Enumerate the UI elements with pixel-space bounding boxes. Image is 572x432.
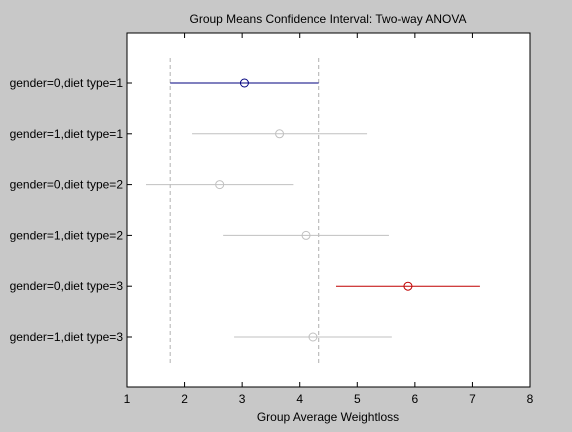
category-label-1: gender=0,diet type=1 xyxy=(10,76,124,90)
x-tick-label-4: 4 xyxy=(296,392,303,406)
x-axis-label: Group Average Weightloss xyxy=(257,410,399,424)
category-label-5: gender=0,diet type=3 xyxy=(10,279,124,293)
mean-marker-3 xyxy=(215,180,225,190)
x-tick-label-2: 2 xyxy=(181,392,188,406)
category-label-3: gender=0,diet type=2 xyxy=(10,178,124,192)
x-tick-label-8: 8 xyxy=(527,392,534,406)
category-label-2: gender=1,diet type=1 xyxy=(10,127,124,141)
x-tick-label-3: 3 xyxy=(239,392,246,406)
mean-marker-6 xyxy=(308,332,318,342)
category-labels: gender=0,diet type=1 gender=1,diet type=1… xyxy=(10,76,132,344)
mean-marker-5 xyxy=(403,281,413,291)
mean-marker-2 xyxy=(275,129,285,139)
x-axis: 1 2 3 4 5 6 7 8 xyxy=(124,33,534,406)
confidence-intervals xyxy=(145,78,480,342)
plot-area xyxy=(126,32,531,388)
category-label-4: gender=1,diet type=2 xyxy=(10,228,124,242)
mean-marker-1 xyxy=(239,78,249,88)
mean-marker-4 xyxy=(301,230,311,240)
x-tick-label-7: 7 xyxy=(469,392,476,406)
chart-title: Group Means Confidence Interval: Two-way… xyxy=(189,12,466,26)
x-tick-label-5: 5 xyxy=(354,392,361,406)
category-label-6: gender=1,diet type=3 xyxy=(10,330,124,344)
x-tick-label-1: 1 xyxy=(124,392,131,406)
reference-lines xyxy=(169,58,320,364)
x-tick-label-6: 6 xyxy=(412,392,419,406)
